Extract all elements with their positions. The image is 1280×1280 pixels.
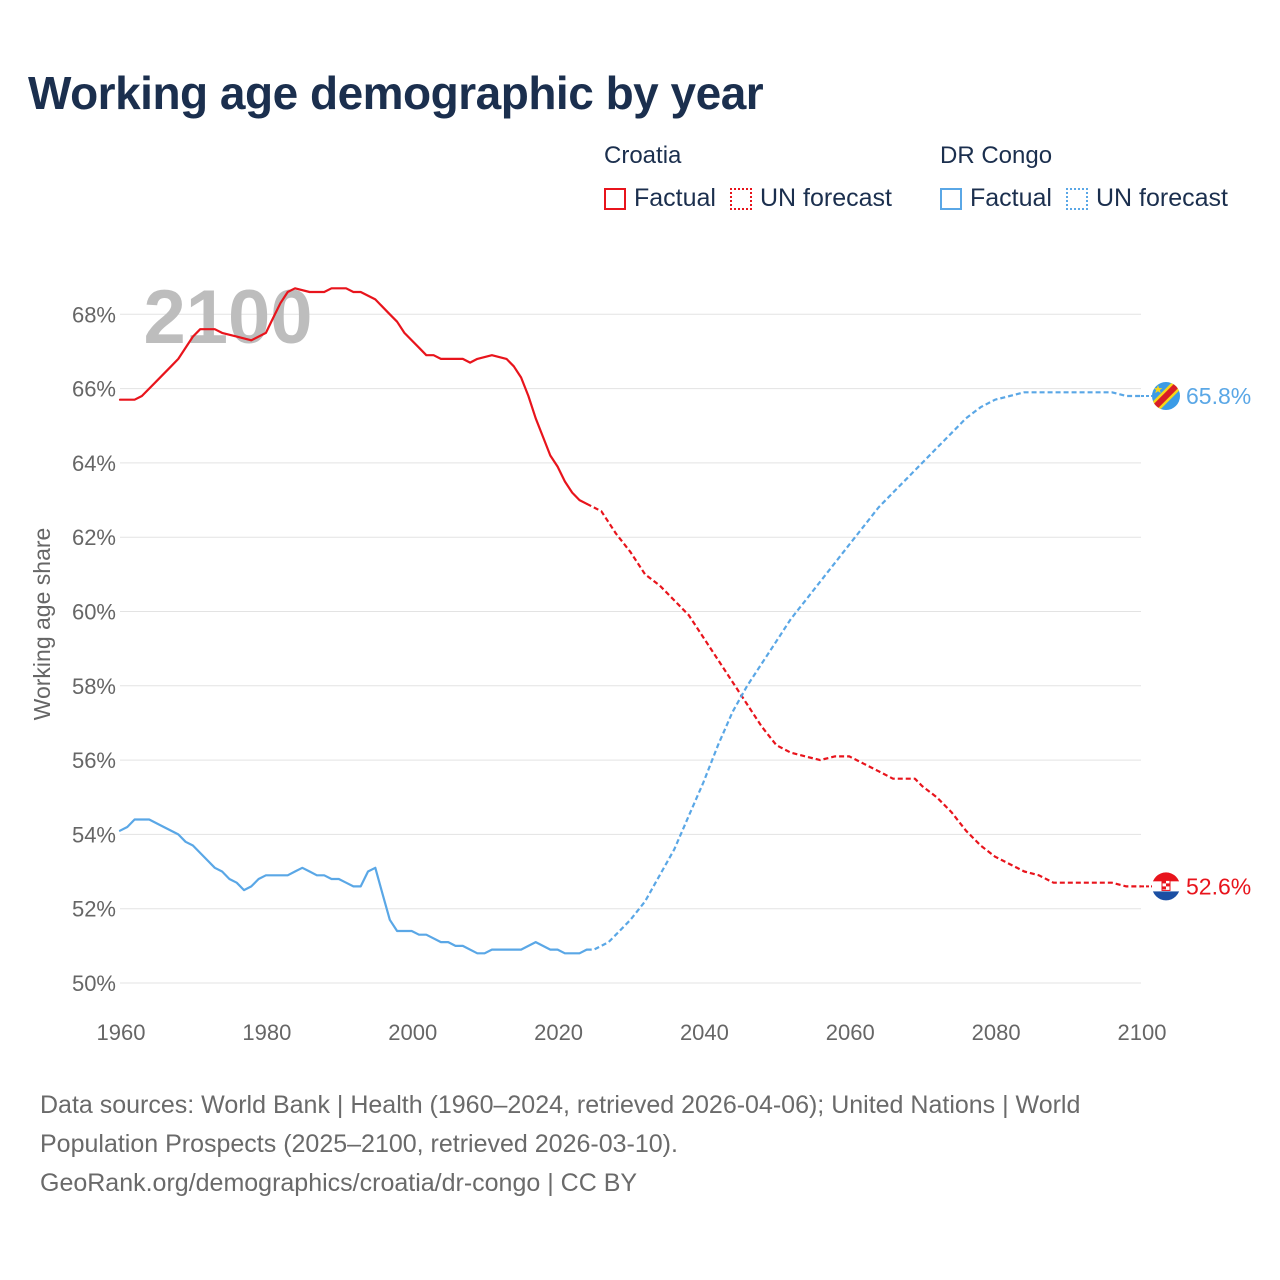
footer-line-2: Population Prospects (2025–2100, retriev… — [40, 1130, 678, 1158]
series-lines — [118, 287, 1141, 955]
chart-title: Working age demographic by year — [28, 67, 764, 119]
y-tick-label-56: 56% — [72, 748, 116, 773]
legend-label-dr-congo-factual: Factual — [970, 184, 1052, 212]
legend-swatch-croatia-forecast — [729, 187, 752, 210]
y-tick-label-68: 68% — [72, 302, 116, 327]
x-tick-label-1980: 1980 — [242, 1020, 291, 1045]
y-tick-label-62: 62% — [72, 525, 116, 550]
dr-congo-flag-icon — [1152, 382, 1180, 411]
legend-label-dr-congo-forecast: UN forecast — [1095, 184, 1228, 212]
y-tick-label-54: 54% — [72, 822, 116, 847]
x-tick-label-2060: 2060 — [826, 1020, 875, 1045]
series-line-croatia-forecast[interactable] — [586, 502, 1141, 888]
y-tick-label-50: 50% — [72, 971, 116, 996]
year-watermark: 2100 — [143, 275, 312, 360]
y-tick-label-66: 66% — [72, 377, 116, 402]
x-tick-label-2100: 2100 — [1118, 1020, 1167, 1045]
legend-group-title-croatia: Croatia — [604, 142, 682, 169]
y-tick-label-58: 58% — [72, 674, 116, 699]
y-tick-label-60: 60% — [72, 600, 116, 625]
x-tick-label-2040: 2040 — [680, 1020, 729, 1045]
end-markers: 52.6% 65.8% — [1141, 382, 1251, 901]
series-line-dr-congo-forecast[interactable] — [586, 391, 1141, 951]
footer-sources: Data sources: World Bank | Health (1960–… — [40, 1086, 1240, 1203]
x-tick-label-1960: 1960 — [97, 1020, 146, 1045]
y-axis-title: Working age share — [29, 528, 55, 721]
y-tick-label-64: 64% — [72, 451, 116, 476]
croatia-flag-icon — [1152, 872, 1180, 901]
legend-item-dr-congo-forecast[interactable]: UN forecast — [1065, 184, 1228, 213]
legend-swatch-croatia-factual — [604, 187, 626, 210]
x-tick-label-2080: 2080 — [972, 1020, 1021, 1045]
legend-item-croatia-forecast[interactable]: UN forecast — [729, 184, 892, 213]
legend-label-croatia-factual: Factual — [634, 184, 716, 212]
grid-lines — [120, 313, 1141, 984]
series-line-dr-congo-factual[interactable] — [118, 818, 588, 955]
x-tick-label-2020: 2020 — [534, 1020, 583, 1045]
y-axis-ticks: 50% 52% 54% 56% 58% 60% 62% 64% 66% 68% — [72, 302, 116, 996]
legend-swatch-dr-congo-factual — [940, 187, 962, 210]
legend-label-croatia-forecast: UN forecast — [759, 184, 892, 212]
end-label-croatia: 52.6% — [1186, 873, 1251, 899]
series-line-croatia-factual[interactable] — [118, 287, 588, 505]
legend-item-dr-congo-factual[interactable]: Factual — [940, 184, 1052, 213]
footer-line-3[interactable]: GeoRank.org/demographics/croatia/dr-cong… — [40, 1169, 638, 1197]
line-chart: 50% 52% 54% 56% 58% 60% 62% 64% 66% 68% 1960 1980 2… — [29, 275, 1251, 1045]
legend-item-croatia-factual[interactable]: Factual — [604, 184, 716, 213]
end-label-dr-congo: 65.8% — [1186, 383, 1251, 409]
legend-swatch-dr-congo-forecast — [1065, 187, 1088, 210]
footer-line-1: Data sources: World Bank | Health (1960–… — [40, 1091, 1081, 1119]
y-tick-label-52: 52% — [72, 897, 116, 922]
x-axis-ticks: 1960 1980 2000 2020 2040 2060 2080 2100 — [97, 1020, 1167, 1045]
legend-dr-congo: DR Congo Factual UN forecast — [940, 142, 1228, 213]
x-tick-label-2000: 2000 — [388, 1020, 437, 1045]
legend-group-title-dr-congo: DR Congo — [940, 142, 1053, 169]
legend-croatia: Croatia Factual UN forecast — [604, 142, 906, 213]
